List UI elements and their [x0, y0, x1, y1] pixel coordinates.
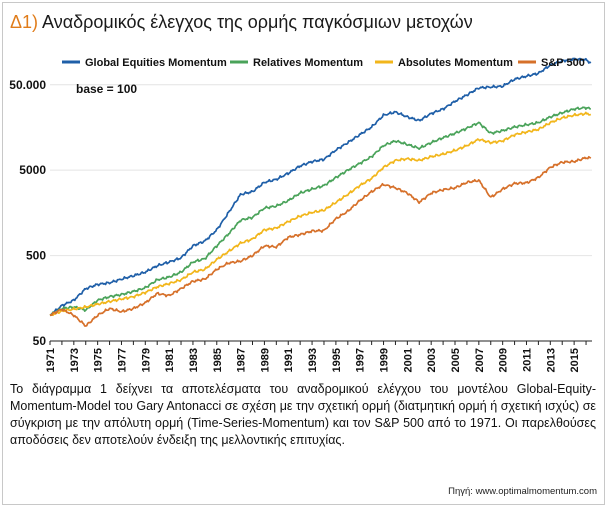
legend-label: Global Equities Momentum — [85, 57, 227, 69]
y-axis: 50 500 5000 50.000 — [9, 78, 46, 348]
y-tick-label: 500 — [26, 249, 46, 263]
title-text: Αναδρομικός έλεγχος της ορμής παγκόσμιων… — [42, 12, 473, 32]
x-tick-label: 2007 — [474, 348, 486, 372]
legend-label: Relatives Momentum — [253, 57, 363, 69]
x-tick-label: 1999 — [379, 348, 391, 372]
legend-label: S&P 500 — [541, 57, 585, 69]
x-tick-label: 2011 — [521, 348, 533, 372]
x-tick-label: 2003 — [426, 348, 438, 372]
x-tick-label: 1997 — [355, 348, 367, 372]
x-tick-label: 1981 — [164, 348, 176, 372]
legend: Global Equities Momentum Relatives Moment… — [62, 57, 585, 69]
x-tick-label: 1993 — [307, 348, 319, 372]
x-tick-label: 1975 — [93, 348, 105, 372]
series-line — [49, 57, 592, 316]
chart: 50 500 5000 50.000 1971 1973 1975 1977 1979 1981… — [9, 57, 592, 372]
x-tick-label: 2009 — [498, 348, 510, 372]
y-tick-label: 5000 — [19, 163, 46, 177]
x-tick-label: 1977 — [116, 348, 128, 372]
y-tick-label: 50 — [33, 334, 47, 348]
y-tick-label: 50.000 — [9, 78, 46, 92]
gridlines — [50, 84, 592, 257]
x-tick-label: 1995 — [331, 348, 343, 372]
title-prefix: Δ1) — [10, 12, 39, 32]
series-lines — [49, 57, 592, 327]
legend-label: Absolutes Momentum — [398, 57, 513, 69]
x-tick-label: 1971 — [45, 348, 57, 372]
x-tick-label: 1979 — [140, 348, 152, 372]
x-tick-label: 2001 — [402, 348, 414, 372]
chart-caption: Το διάγραμμα 1 δείχνει τα αποτελέσματα τ… — [10, 382, 596, 447]
x-axis: 1971 1973 1975 1977 1979 1981 1983 1985 1987 1989… — [45, 340, 592, 372]
x-tick-label: 2013 — [545, 348, 557, 372]
x-tick-label: 1985 — [212, 348, 224, 372]
x-tick-label: 1991 — [283, 348, 295, 372]
series-line — [49, 106, 591, 317]
chart-annotation: base = 100 — [76, 82, 137, 96]
x-tick-label: 1973 — [69, 348, 81, 372]
x-tick-label: 1983 — [188, 348, 200, 372]
x-tick-label: 1989 — [259, 348, 271, 372]
source-note: Πηγή: www.optimalmomentum.com — [448, 486, 597, 497]
x-tick-label: 1987 — [236, 348, 248, 372]
series-line — [49, 155, 592, 327]
chart-title: Δ1) Αναδρομικός έλεγχος της ορμής παγκόσ… — [10, 12, 473, 33]
x-tick-label: 2015 — [569, 348, 581, 372]
x-tick-label: 2005 — [450, 348, 462, 372]
series-line — [49, 111, 592, 317]
